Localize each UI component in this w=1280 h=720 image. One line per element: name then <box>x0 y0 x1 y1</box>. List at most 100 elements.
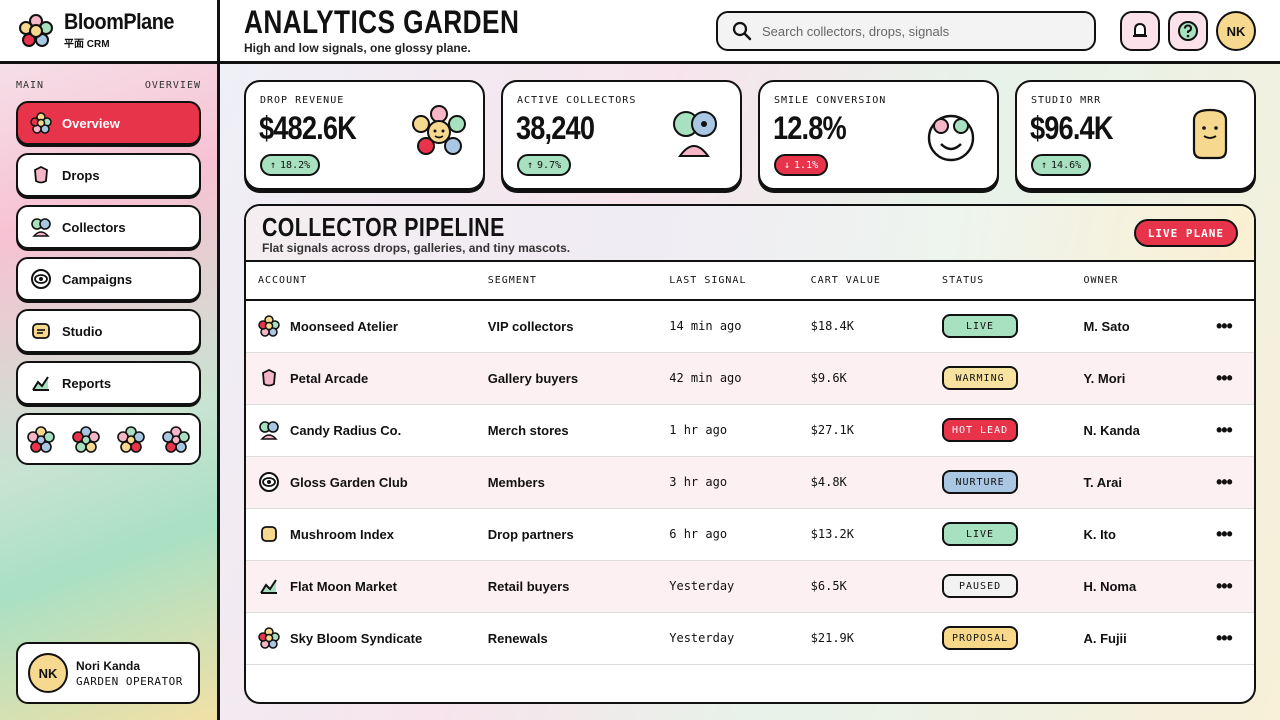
brand-sub: 平面 CRM <box>64 39 110 50</box>
table-row[interactable]: Gloss Garden Club Members 3 hr ago $4.8K NUR… <box>246 456 1254 509</box>
status-badge: PAUSED <box>942 574 1019 598</box>
brand-logo-icon <box>19 13 53 47</box>
segment: Members <box>487 474 545 490</box>
brand-name: BloomPlane <box>64 9 174 34</box>
more-actions-icon[interactable]: ••• <box>1193 404 1254 457</box>
owner: M. Sato <box>1083 318 1130 334</box>
chart-icon <box>32 376 49 391</box>
sidebar-item-drops[interactable]: Drops <box>16 153 201 197</box>
mascot-flower-icon <box>117 426 145 453</box>
more-actions-icon[interactable]: ••• <box>1193 560 1254 613</box>
user-name: Nori Kanda <box>76 658 141 673</box>
studio-icon <box>258 523 280 545</box>
sidebar-item-reports[interactable]: Reports <box>16 361 201 405</box>
account-name[interactable]: Gloss Garden Club <box>290 474 408 490</box>
segment: Gallery buyers <box>487 370 579 386</box>
gem-icon <box>34 165 48 184</box>
more-actions-icon[interactable]: ••• <box>1193 352 1254 405</box>
segment: Drop partners <box>487 526 574 542</box>
status-badge: NURTURE <box>942 470 1019 494</box>
collector-pipeline-panel: COLLECTOR PIPELINE Flat signals across d… <box>244 204 1256 704</box>
account-name[interactable]: Mushroom Index <box>290 526 395 542</box>
user-card[interactable]: NK Nori Kanda GARDEN OPERATOR <box>16 642 200 704</box>
arrow-up-icon: ↑ <box>527 159 534 171</box>
table-row[interactable]: Candy Radius Co. Merch stores 1 hr ago $27.… <box>246 404 1254 457</box>
owner: K. Ito <box>1083 526 1116 542</box>
last-signal: 42 min ago <box>669 371 742 385</box>
page-subtitle: High and low signals, one glossy plane. <box>244 41 471 55</box>
help-button[interactable] <box>1168 11 1208 51</box>
status-badge: PROPOSAL <box>942 626 1019 650</box>
cart-value: $9.6K <box>810 371 847 385</box>
search-input[interactable] <box>762 23 1072 39</box>
account-name[interactable]: Moonseed Atelier <box>290 318 398 334</box>
kpi-delta: 18.2% <box>280 159 311 171</box>
column-header-actions <box>1193 262 1254 301</box>
cart-value: $27.1K <box>810 423 855 437</box>
avatar: NK <box>28 653 68 693</box>
kpi-card-studio-mrr[interactable]: STUDIO MRR $96.4K ↑ 14.6% <box>1015 80 1256 190</box>
cart-value: $4.8K <box>810 475 847 489</box>
table-header-row: ACCOUNT SEGMENT LAST SIGNAL CART VALUE S… <box>246 262 1254 301</box>
table-row[interactable]: Sky Bloom Syndicate Renewals Yesterday $21.… <box>246 612 1254 665</box>
account-name[interactable]: Flat Moon Market <box>290 578 397 594</box>
column-header-owner[interactable]: OWNER <box>1083 262 1194 301</box>
sidebar-item-label: Overview <box>62 115 120 131</box>
last-signal: Yesterday <box>669 631 735 645</box>
table-row[interactable]: Petal Arcade Gallery buyers 42 min ago $9.6… <box>246 352 1254 405</box>
more-actions-icon[interactable]: ••• <box>1193 612 1254 665</box>
sidebar-item-overview[interactable]: Overview <box>16 101 201 145</box>
kpi-label: SMILE CONVERSION <box>774 95 887 106</box>
pipeline-title: COLLECTOR PIPELINE <box>262 212 505 242</box>
flower-icon <box>30 112 52 134</box>
flower-icon <box>258 315 280 337</box>
account-name[interactable]: Sky Bloom Syndicate <box>290 630 423 646</box>
table-row[interactable]: Mushroom Index Drop partners 6 hr ago $13.2… <box>246 508 1254 561</box>
table-row[interactable]: Moonseed Atelier VIP collectors 14 min ago… <box>246 300 1254 353</box>
column-header-segment[interactable]: SEGMENT <box>487 262 670 301</box>
sidebar-item-collectors[interactable]: Collectors <box>16 205 201 249</box>
last-signal: 14 min ago <box>669 319 742 334</box>
notifications-button[interactable] <box>1120 11 1160 51</box>
kpi-card-active-collectors[interactable]: ACTIVE COLLECTORS 38,240 ↑ 9.7% <box>501 80 742 190</box>
status-badge: LIVE <box>942 522 1019 546</box>
more-actions-icon[interactable]: ••• <box>1193 300 1254 353</box>
sidebar-item-studio[interactable]: Studio <box>16 309 201 353</box>
segment: Retail buyers <box>487 578 570 594</box>
pipeline-rows: Moonseed Atelier VIP collectors 14 min ago… <box>246 300 1254 665</box>
profile-avatar-button[interactable]: NK <box>1216 11 1256 51</box>
kpi-card-drop-revenue[interactable]: DROP REVENUE $482.6K ↑ 18.2% <box>244 80 485 190</box>
kpi-value: $96.4K <box>1030 110 1113 146</box>
more-actions-icon[interactable]: ••• <box>1193 508 1254 561</box>
account-name[interactable]: Candy Radius Co. <box>290 422 402 438</box>
last-signal: Yesterday <box>669 579 735 593</box>
mascot-flower-icon <box>162 426 191 453</box>
column-header-account[interactable]: ACCOUNT <box>246 262 488 301</box>
sidebar-item-label: Drops <box>62 167 100 183</box>
owner: H. Noma <box>1083 578 1137 594</box>
kpi-delta-badge: ↑ 9.7% <box>517 154 572 176</box>
segment: VIP collectors <box>487 318 574 334</box>
segment: Merch stores <box>487 422 569 438</box>
column-header-status[interactable]: STATUS <box>942 262 1084 301</box>
kpi-delta: 1.1% <box>794 159 819 171</box>
column-header-cart-value[interactable]: CART VALUE <box>810 262 943 301</box>
live-plane-button[interactable]: LIVE PLANE <box>1133 219 1238 247</box>
kpi-label: DROP REVENUE <box>260 95 345 106</box>
last-signal: 1 hr ago <box>669 423 728 437</box>
nav-section-main: MAIN <box>16 80 45 91</box>
more-actions-icon[interactable]: ••• <box>1193 456 1254 509</box>
brand[interactable]: BloomPlane 平面 CRM <box>0 0 217 64</box>
sidebar: BloomPlane 平面 CRM MAIN OVERVIEW Overview… <box>0 0 220 720</box>
table-row[interactable]: Flat Moon Market Retail buyers Yesterday $6… <box>246 560 1254 613</box>
arrow-up-icon: ↑ <box>1041 159 1048 171</box>
search-bar[interactable] <box>716 11 1096 51</box>
account-name[interactable]: Petal Arcade <box>290 370 369 386</box>
kpi-delta: 9.7% <box>537 159 562 171</box>
mascot-flower-icon <box>26 426 55 453</box>
sidebar-item-campaigns[interactable]: Campaigns <box>16 257 201 301</box>
kpi-card-smile-conversion[interactable]: SMILE CONVERSION 12.8% ↓ 1.1% <box>758 80 999 190</box>
column-header-last-signal[interactable]: LAST SIGNAL <box>669 262 811 301</box>
cart-value: $13.2K <box>810 527 855 541</box>
eye-icon <box>31 269 51 289</box>
